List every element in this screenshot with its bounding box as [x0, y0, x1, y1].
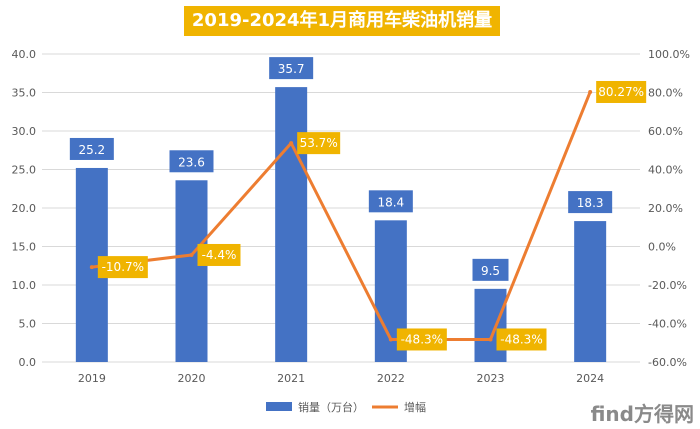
bar-value-label: 9.5: [481, 264, 500, 278]
line-label-box: [97, 256, 148, 279]
line-label-box: [496, 328, 547, 351]
bar: [275, 87, 308, 363]
x-tick-label: 2024: [576, 372, 604, 385]
bar: [474, 288, 507, 362]
line-value-label: -10.7%: [102, 260, 144, 274]
line-point: [488, 337, 493, 342]
y-right-tick-label: -20.0%: [648, 279, 687, 292]
watermark-logo: find方得网: [590, 402, 694, 426]
y-right-tick-label: 80.0%: [648, 87, 683, 100]
line-value-label: 80.27%: [598, 85, 644, 99]
x-tick-label: 2023: [477, 372, 505, 385]
x-tick-label: 2021: [277, 372, 305, 385]
legend-label-bar: 销量（万台）: [298, 400, 364, 414]
x-tick-label: 2020: [178, 372, 206, 385]
line-series: [91, 91, 592, 341]
bar-value-label: 18.3: [577, 196, 604, 210]
bar: [574, 221, 607, 362]
y-left-tick-label: 30.0: [12, 125, 37, 138]
line-label-box: [396, 328, 447, 351]
y-left-tick-label: 10.0: [12, 279, 37, 292]
line-point: [89, 265, 94, 270]
y-right-tick-label: 20.0%: [648, 202, 683, 215]
bar-label-box: [69, 137, 114, 160]
legend-swatch-bar: [266, 402, 292, 411]
y-right-tick-label: 100.0%: [648, 48, 690, 61]
y-right-tick-label: 40.0%: [648, 164, 683, 177]
y-left-tick-label: 40.0: [12, 48, 37, 61]
bar-label-box: [472, 258, 509, 281]
y-left-tick-label: 15.0: [12, 241, 37, 254]
line-value-label: 53.7%: [300, 136, 338, 150]
bar-value-label: 23.6: [178, 155, 205, 169]
y-left-tick-label: 25.0: [12, 164, 37, 177]
line-value-label: -4.4%: [202, 248, 237, 262]
bar-label-box: [368, 190, 413, 213]
y-right-tick-label: 0.0%: [648, 241, 676, 254]
chart-title: 2019-2024年1月商用车柴油机销量: [184, 6, 500, 36]
bar: [175, 180, 208, 362]
y-right-tick-label: -60.0%: [648, 356, 687, 369]
line-value-label: -48.3%: [500, 332, 542, 346]
y-left-tick-label: 5.0: [19, 318, 37, 331]
line-point: [388, 337, 393, 342]
line-label-box: [297, 132, 341, 155]
y-left-tick-label: 0.0: [19, 356, 37, 369]
line-value-label: -48.3%: [401, 332, 443, 346]
line-point: [588, 89, 593, 94]
legend-label-line: 增幅: [404, 400, 426, 414]
x-tick-label: 2022: [377, 372, 405, 385]
y-left-tick-label: 20.0: [12, 202, 37, 215]
bar-value-label: 35.7: [278, 62, 305, 76]
line-label-box: [197, 243, 241, 266]
y-left-tick-label: 35.0: [12, 87, 37, 100]
line-label-box: [596, 80, 647, 103]
bar-label-box: [568, 191, 613, 214]
bar-label-box: [269, 57, 314, 80]
bar-value-label: 25.2: [78, 143, 105, 157]
y-right-tick-label: -40.0%: [648, 318, 687, 331]
x-tick-label: 2019: [78, 372, 106, 385]
bar-label-box: [169, 150, 214, 173]
y-right-tick-label: 60.0%: [648, 125, 683, 138]
bar-value-label: 18.4: [377, 195, 404, 209]
line-point: [189, 252, 194, 257]
line-point: [289, 141, 294, 146]
